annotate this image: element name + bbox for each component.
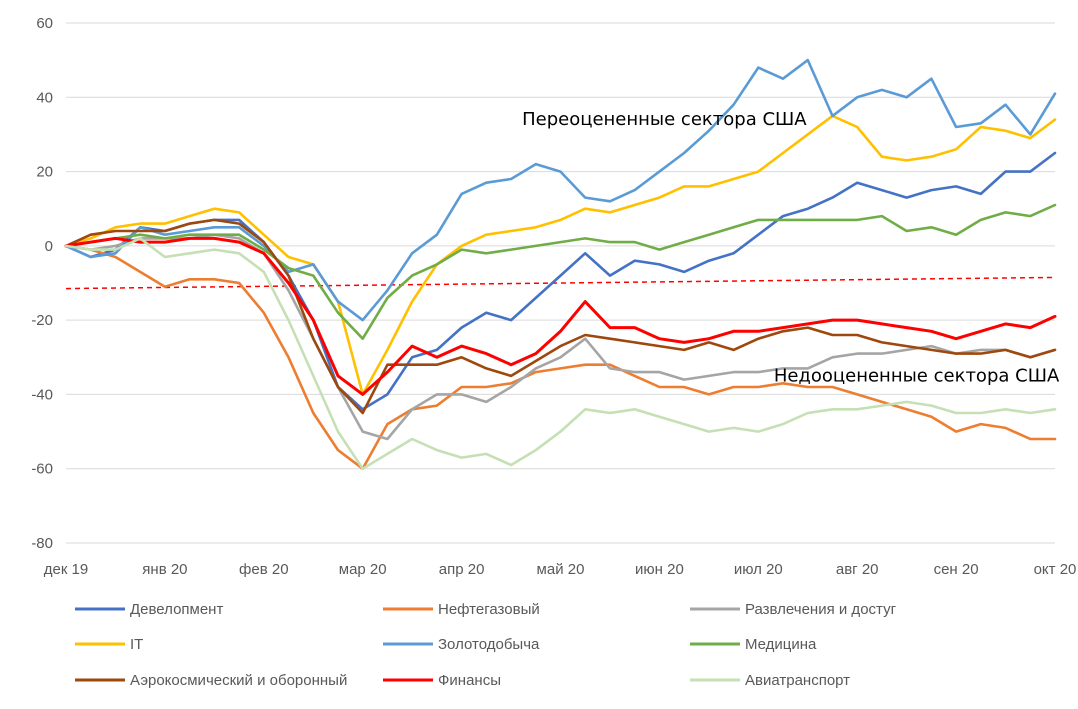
legend-label: Авиатранспорт	[745, 672, 850, 689]
legend-entry-2: Нефтегазовый	[383, 601, 540, 618]
trend-line	[65, 276, 1056, 290]
series-lines	[64, 58, 1057, 471]
legend-entry-6: Медицина	[690, 636, 817, 653]
legend-label: Нефтегазовый	[438, 601, 540, 618]
trend-line-layer	[65, 276, 1056, 290]
series-line-3	[64, 233, 1057, 441]
legend: Девелопмент Нефтегазовый Развлечения и дос…	[75, 601, 897, 689]
x-axis-tick-labels: дек 19 янв 20 фев 20 мар 20 апр 20 май 20 июн …	[44, 561, 1077, 578]
legend-entry-7: Аэрокосмический и оборонный	[75, 672, 347, 689]
x-tick-label: авг 20	[836, 561, 879, 578]
x-tick-label: янв 20	[142, 561, 187, 578]
series-line-1	[64, 151, 1057, 411]
x-tick-label: окт 20	[1034, 561, 1077, 578]
y-tick-label: 0	[45, 238, 53, 255]
annotations: Переоцененные сектора США Недооцененные с…	[522, 109, 1060, 386]
y-tick-label: -80	[31, 535, 53, 552]
legend-label: Медицина	[745, 636, 817, 653]
annotation-1: Переоцененные сектора США	[522, 109, 807, 130]
y-tick-label: 60	[36, 15, 53, 32]
y-tick-label: -20	[31, 312, 53, 329]
x-tick-label: фев 20	[239, 561, 289, 578]
series-line-8	[64, 236, 1057, 396]
series-line-5	[64, 58, 1057, 322]
legend-entry-5: Золотодобыча	[383, 636, 540, 653]
legend-label: Золотодобыча	[438, 636, 540, 653]
y-tick-label: 20	[36, 164, 53, 181]
x-tick-label: дек 19	[44, 561, 89, 578]
y-tick-label: 40	[36, 89, 53, 106]
legend-label: Аэрокосмический и оборонный	[130, 672, 347, 689]
x-tick-label: июн 20	[635, 561, 684, 578]
annotation-2: Недооцененные сектора США	[774, 365, 1060, 386]
series-line-7	[64, 218, 1057, 415]
x-tick-label: май 20	[537, 561, 585, 578]
y-tick-label: -60	[31, 461, 53, 478]
legend-entry-9: Авиатранспорт	[690, 672, 850, 689]
x-tick-label: июл 20	[734, 561, 783, 578]
legend-label: Девелопмент	[130, 601, 223, 618]
x-tick-label: сен 20	[934, 561, 979, 578]
y-axis-tick-labels: 60 40 20 0 -20 -40 -60 -80	[31, 15, 53, 552]
x-tick-label: апр 20	[439, 561, 485, 578]
gridlines	[66, 22, 1055, 544]
series-line-4	[64, 114, 1057, 396]
series-line-9	[64, 237, 1057, 471]
legend-entry-1: Девелопмент	[75, 601, 223, 618]
series-line-6	[64, 203, 1057, 341]
legend-entry-4: IT	[75, 636, 143, 653]
x-tick-label: мар 20	[339, 561, 387, 578]
legend-label: Развлечения и достуг	[745, 601, 897, 618]
legend-entry-3: Развлечения и достуг	[690, 601, 897, 618]
legend-label: Финансы	[438, 672, 501, 689]
y-tick-label: -40	[31, 386, 53, 403]
legend-entry-8: Финансы	[383, 672, 501, 689]
legend-label: IT	[130, 636, 143, 653]
